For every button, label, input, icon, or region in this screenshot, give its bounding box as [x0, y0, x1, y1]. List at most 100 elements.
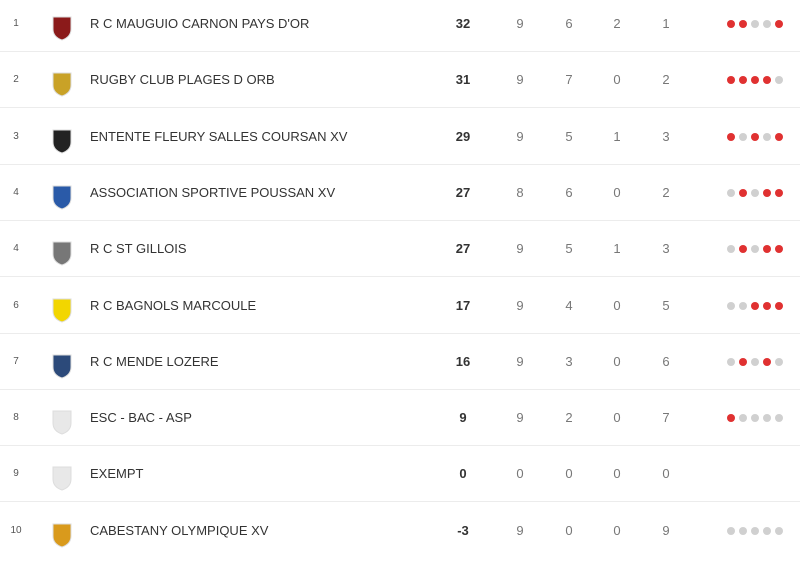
played: 9 — [516, 353, 524, 369]
standings-row: 4 R C ST GILLOIS 27 9 5 1 3 — [0, 221, 800, 278]
standings-row: 1 R C MAUGUIO CARNON PAYS D'OR 32 9 6 2 1 — [0, 0, 800, 52]
team-name: R C BAGNOLS MARCOULE — [90, 297, 257, 313]
drawn: 0 — [613, 466, 621, 482]
played: 8 — [516, 184, 524, 200]
form-dot — [775, 357, 783, 366]
won: 6 — [565, 184, 573, 200]
form-dot — [739, 76, 747, 85]
points: 32 — [455, 16, 471, 31]
form-dot — [727, 526, 735, 535]
form-dot — [763, 357, 771, 366]
standings-row: 7 R C MENDE LOZERE 16 9 3 0 6 — [0, 334, 800, 390]
lost: 2 — [662, 184, 670, 200]
form-dot — [751, 132, 759, 141]
form-dot — [751, 20, 759, 28]
standings-row: 4 ASSOCIATION SPORTIVE POUSSAN XV 27 8 6 0 2 — [0, 165, 800, 221]
rank: 4 — [13, 186, 19, 198]
played: 9 — [516, 410, 524, 426]
form-dot — [775, 414, 783, 423]
won: 5 — [565, 128, 573, 144]
rank: 8 — [13, 412, 19, 424]
team-logo — [48, 179, 76, 210]
form-dot — [739, 132, 747, 141]
played: 0 — [516, 466, 524, 482]
form-dot — [763, 245, 771, 254]
form-dot — [739, 301, 747, 310]
points: 0 — [459, 466, 467, 482]
won: 6 — [565, 16, 573, 31]
team-name: ENTENTE FLEURY SALLES COURSAN XV — [90, 128, 348, 144]
played: 9 — [516, 522, 524, 538]
team-name: CABESTANY OLYMPIQUE XV — [90, 522, 269, 538]
team-logo — [48, 292, 76, 323]
rank: 6 — [13, 299, 19, 311]
rank: 10 — [10, 524, 22, 536]
played: 9 — [516, 297, 524, 313]
team-logo — [48, 10, 76, 41]
form-dot — [751, 76, 759, 85]
rank: 9 — [13, 468, 19, 480]
form-dot — [739, 357, 747, 366]
logo-shape — [52, 298, 72, 323]
logo-shape — [52, 241, 72, 266]
team-name: R C MENDE LOZERE — [90, 353, 219, 369]
drawn: 0 — [613, 72, 621, 88]
team-logo — [48, 517, 76, 548]
won: 3 — [565, 353, 573, 369]
team-name: ESC - BAC - ASP — [90, 410, 192, 426]
form-dot — [727, 245, 735, 254]
form-dot — [775, 526, 783, 535]
form-dot — [775, 132, 783, 141]
lost: 0 — [662, 466, 670, 482]
points: 9 — [459, 410, 467, 426]
points: 17 — [455, 297, 471, 313]
rank: 4 — [13, 243, 19, 255]
lost: 3 — [662, 128, 670, 144]
form-dot — [727, 20, 735, 28]
logo-shape — [52, 523, 72, 548]
won: 7 — [565, 72, 573, 88]
points: 29 — [455, 128, 471, 144]
standings-row: 2 RUGBY CLUB PLAGES D ORB 31 9 7 0 2 — [0, 52, 800, 109]
standings-row: 8 ESC - BAC - ASP 9 9 2 0 7 — [0, 390, 800, 447]
form-dot — [775, 76, 783, 85]
form-dot — [727, 188, 735, 197]
team-name: EXEMPT — [90, 466, 144, 482]
logo-shape — [52, 410, 72, 435]
logo-shape — [52, 16, 72, 41]
logo-shape — [52, 129, 72, 154]
form-dot — [763, 20, 771, 28]
logo-shape — [52, 354, 72, 379]
rank: 3 — [13, 130, 19, 142]
won: 4 — [565, 297, 573, 313]
form-dot — [751, 357, 759, 366]
standings-row: 9 EXEMPT 0 0 0 0 0 — [0, 446, 800, 503]
won: 0 — [565, 466, 573, 482]
lost: 6 — [662, 353, 670, 369]
form-dot — [739, 188, 747, 197]
form-dot — [763, 526, 771, 535]
lost: 7 — [662, 410, 670, 426]
drawn: 0 — [613, 353, 621, 369]
form-dot — [775, 188, 783, 197]
team-name: R C ST GILLOIS — [90, 241, 187, 257]
lost: 2 — [662, 72, 670, 88]
standings-row: 3 ENTENTE FLEURY SALLES COURSAN XV 29 9 5 1 3 — [0, 109, 800, 165]
drawn: 1 — [613, 241, 621, 257]
standings-page: {"table": {"rows": [ {"rank": 1, "team":… — [0, 0, 800, 548]
team-logo — [48, 123, 76, 154]
form-dot — [727, 76, 735, 85]
form-dot — [751, 414, 759, 423]
drawn: 0 — [613, 522, 621, 538]
standings-row: 10 CABESTANY OLYMPIQUE XV -3 9 0 0 9 — [0, 503, 800, 559]
team-logo — [48, 235, 76, 266]
form-dot — [739, 20, 747, 28]
logo-shape — [52, 466, 72, 491]
points: 27 — [455, 184, 471, 200]
drawn: 2 — [613, 16, 621, 31]
standings-row: 6 R C BAGNOLS MARCOULE 17 9 4 0 5 — [0, 278, 800, 334]
form-dot — [775, 301, 783, 310]
lost: 1 — [662, 16, 670, 31]
form-dot — [739, 245, 747, 254]
logo-shape — [52, 185, 72, 210]
